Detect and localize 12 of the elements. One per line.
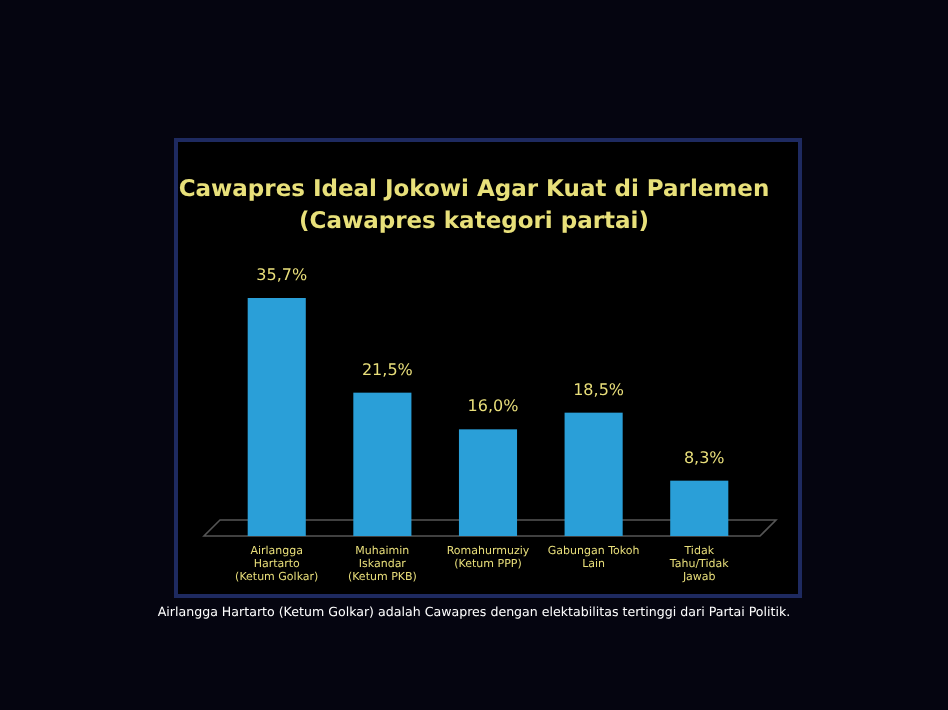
data-label: 8,3% [683, 448, 726, 467]
chart-title: Cawapres Ideal Jokowi Agar Kuat di Parlemen [178, 174, 770, 202]
bar [564, 412, 623, 536]
bar [353, 392, 412, 536]
data-label: 35,7% [256, 266, 308, 284]
chart-subtitle: (Cawapres kategori partai) [299, 206, 649, 234]
data-label: 16,0% [467, 397, 520, 416]
bar [247, 298, 306, 536]
bar [458, 429, 518, 536]
bar [670, 480, 729, 536]
data-label: 21,5% [361, 360, 414, 379]
data-label: 18,5% [573, 380, 625, 399]
